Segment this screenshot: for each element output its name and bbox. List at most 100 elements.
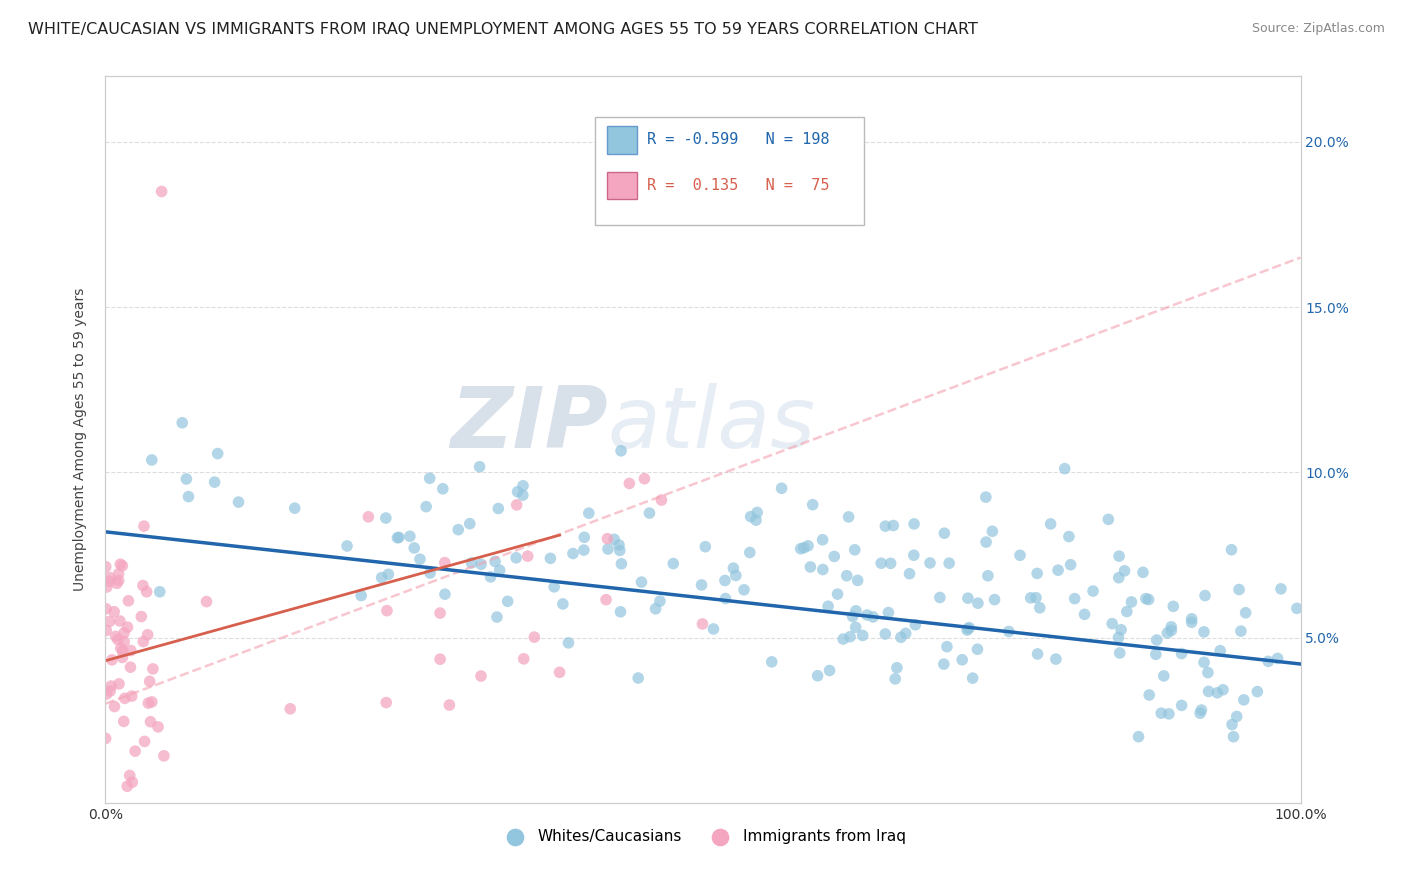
Point — [1108, 549, 1130, 563]
Point — [714, 574, 737, 588]
Point — [117, 620, 139, 634]
Point — [1257, 654, 1279, 668]
Point — [811, 562, 834, 576]
Point — [1137, 688, 1160, 702]
Point — [543, 580, 565, 594]
Point — [1161, 599, 1184, 614]
Point — [1212, 682, 1234, 697]
Point — [793, 541, 815, 555]
Point — [1220, 717, 1243, 731]
Point — [844, 542, 866, 557]
Point — [1026, 566, 1049, 581]
Point — [195, 594, 218, 608]
Point — [458, 516, 481, 531]
Point — [1189, 706, 1212, 721]
Point — [877, 606, 900, 620]
Point — [856, 607, 879, 622]
Point — [832, 632, 855, 646]
Point — [523, 630, 546, 644]
Point — [1108, 571, 1130, 585]
Point — [439, 698, 461, 712]
Point — [228, 495, 250, 509]
Point — [714, 591, 737, 606]
Point — [350, 589, 373, 603]
Point — [903, 516, 925, 531]
Point — [936, 640, 959, 654]
Point — [761, 655, 783, 669]
Point — [903, 548, 925, 562]
Point — [153, 748, 176, 763]
Point — [108, 677, 131, 691]
Point — [1114, 564, 1136, 578]
Point — [962, 671, 984, 685]
Point — [852, 628, 875, 642]
Point — [377, 567, 399, 582]
Point — [505, 550, 527, 565]
Point — [107, 632, 129, 647]
Point — [375, 696, 398, 710]
Point — [150, 185, 173, 199]
Point — [120, 643, 142, 657]
Point — [884, 672, 907, 686]
Point — [138, 674, 160, 689]
Point — [702, 622, 724, 636]
Point — [950, 653, 973, 667]
Point — [1270, 582, 1292, 596]
Point — [1267, 651, 1289, 665]
Point — [98, 615, 121, 629]
Point — [1197, 665, 1219, 680]
Point — [141, 695, 163, 709]
Point — [1220, 542, 1243, 557]
Point — [595, 592, 617, 607]
Point — [98, 684, 121, 698]
Point — [966, 642, 988, 657]
Point — [807, 669, 830, 683]
Point — [1157, 706, 1180, 721]
Point — [1198, 684, 1220, 698]
Point — [104, 629, 127, 643]
Text: atlas: atlas — [607, 384, 815, 467]
Point — [845, 604, 868, 618]
Point — [94, 602, 117, 616]
Point — [1026, 647, 1049, 661]
Point — [112, 714, 135, 729]
Point — [1128, 730, 1150, 744]
Point — [1181, 612, 1204, 626]
Point — [1230, 624, 1253, 639]
Point — [111, 644, 134, 658]
Point — [1170, 698, 1192, 713]
Point — [650, 493, 672, 508]
Text: R = -0.599   N = 198: R = -0.599 N = 198 — [647, 131, 830, 146]
Point — [1108, 631, 1130, 645]
Point — [1039, 516, 1062, 531]
Point — [956, 591, 979, 606]
Point — [1146, 633, 1168, 648]
Point — [357, 509, 380, 524]
Point — [375, 604, 398, 618]
Point — [103, 605, 125, 619]
Point — [841, 609, 863, 624]
Point — [957, 622, 980, 636]
Point — [596, 542, 619, 557]
Point — [610, 557, 633, 571]
Point — [845, 620, 868, 634]
Point — [886, 661, 908, 675]
Point — [387, 531, 409, 545]
Point — [870, 556, 893, 570]
Point — [1059, 558, 1081, 572]
Point — [105, 576, 128, 591]
Point — [983, 592, 1005, 607]
Point — [101, 653, 124, 667]
Point — [1192, 624, 1215, 639]
Point — [607, 538, 630, 552]
Point — [1101, 616, 1123, 631]
Point — [132, 634, 155, 648]
Point — [146, 720, 169, 734]
Point — [981, 524, 1004, 539]
Point — [141, 453, 163, 467]
Legend: Whites/Caucasians, Immigrants from Iraq: Whites/Caucasians, Immigrants from Iraq — [494, 822, 912, 850]
Point — [839, 630, 862, 644]
Point — [1081, 584, 1104, 599]
Point — [96, 687, 118, 701]
Point — [619, 476, 641, 491]
